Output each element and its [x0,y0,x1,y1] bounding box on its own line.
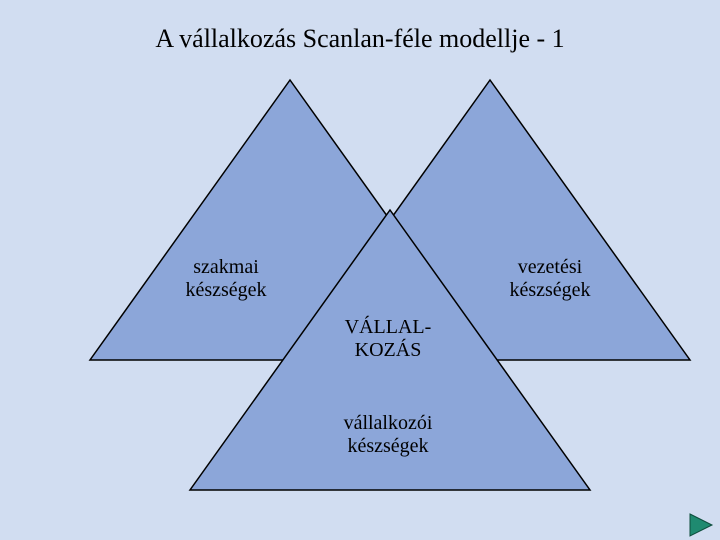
label-left-line2: készségek [185,279,266,301]
next-slide-icon[interactable] [686,510,716,540]
label-bottom-line1: vállalkozói [344,412,433,434]
label-center: VÁLLAL- KOZÁS [308,316,468,362]
page-title: A vállalkozás Scanlan-féle modellje - 1 [0,24,720,54]
slide: A vállalkozás Scanlan-féle modellje - 1 … [0,0,720,540]
label-right-line2: készségek [509,279,590,301]
label-bottom: vállalkozói készségek [308,412,468,458]
label-bottom-line2: készségek [347,435,428,457]
label-right: vezetési készségek [490,256,610,302]
label-left: szakmai készségek [166,256,286,302]
label-left-line1: szakmai [193,256,259,278]
triangles-diagram [0,0,720,540]
label-right-line1: vezetési [518,256,582,278]
label-center-line2: KOZÁS [355,339,422,361]
label-center-line1: VÁLLAL- [345,316,432,338]
